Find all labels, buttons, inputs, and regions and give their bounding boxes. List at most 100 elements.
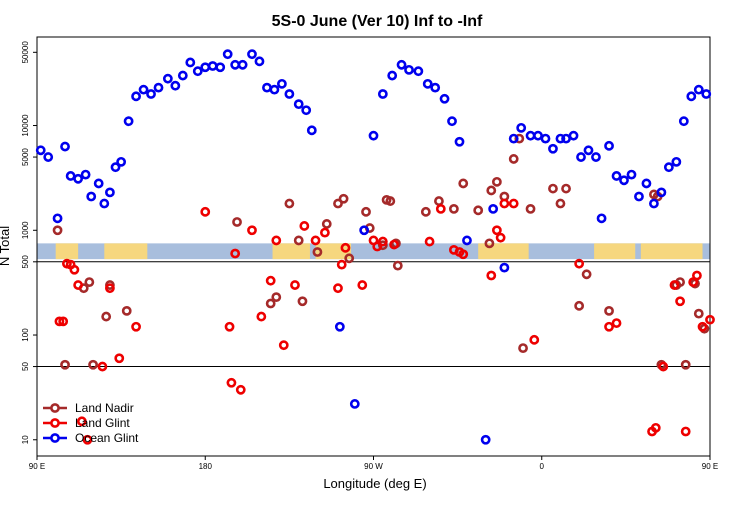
data-point	[548, 183, 558, 194]
y-tick-label: 500	[21, 255, 30, 269]
data-point	[488, 203, 499, 214]
data-point	[697, 321, 708, 332]
data-point	[200, 62, 211, 73]
data-point	[649, 198, 659, 209]
data-point	[675, 296, 685, 307]
data-point	[705, 314, 715, 325]
data-point	[499, 198, 510, 209]
data-point	[434, 196, 444, 206]
data-point	[508, 133, 519, 144]
data-point	[256, 311, 267, 322]
data-point	[262, 82, 272, 93]
map-land-mass	[594, 243, 636, 260]
data-point	[297, 296, 308, 307]
data-point	[650, 422, 661, 433]
y-tick-label: 50000	[21, 41, 30, 64]
data-point	[604, 140, 614, 151]
data-point	[99, 198, 110, 209]
data-point	[192, 66, 203, 77]
legend-label: Land Nadir	[75, 401, 134, 415]
data-point	[604, 321, 614, 332]
data-point	[555, 133, 566, 144]
data-point	[491, 176, 502, 187]
y-tick-label: 10	[21, 435, 30, 444]
data-point	[52, 225, 63, 236]
data-point	[480, 434, 491, 445]
data-point	[701, 89, 712, 99]
data-point	[634, 191, 644, 202]
data-point	[495, 232, 506, 243]
map-strip	[37, 243, 710, 260]
data-point	[561, 133, 571, 144]
data-point	[486, 270, 497, 281]
map-ocean-band	[37, 243, 710, 260]
data-point	[271, 235, 282, 246]
data-point	[525, 130, 536, 141]
data-point	[254, 56, 265, 67]
data-point	[619, 175, 629, 186]
x-tick-label: 0	[540, 462, 545, 471]
data-point	[60, 141, 70, 152]
data-point	[574, 300, 585, 311]
legend-marker	[50, 403, 60, 413]
data-point	[170, 80, 181, 91]
data-point	[420, 206, 431, 217]
data-point	[486, 185, 497, 196]
legend-label: Land Glint	[75, 416, 130, 430]
data-point	[215, 62, 226, 73]
data-point	[574, 258, 585, 269]
data-point	[247, 225, 257, 236]
data-point	[372, 241, 383, 252]
data-point	[641, 178, 652, 189]
data-point	[333, 283, 343, 294]
data-point	[389, 239, 399, 250]
data-point	[230, 59, 241, 70]
data-point	[568, 130, 579, 141]
data-point	[80, 169, 91, 180]
y-tick-label: 10000	[21, 114, 30, 137]
data-point	[338, 193, 349, 204]
data-point	[611, 318, 622, 328]
data-point	[333, 198, 343, 209]
data-point	[301, 105, 312, 116]
data-point	[484, 238, 495, 249]
data-point	[293, 99, 304, 110]
data-point	[529, 334, 540, 345]
data-point	[69, 264, 80, 275]
data-point	[377, 89, 388, 99]
data-point	[123, 116, 134, 127]
data-point	[93, 178, 104, 189]
data-point	[516, 122, 527, 133]
data-point	[658, 361, 669, 372]
data-point	[368, 130, 379, 141]
data-point	[138, 84, 149, 95]
data-point	[290, 280, 300, 290]
data-point	[306, 125, 317, 136]
data-point	[336, 259, 347, 270]
data-point	[561, 183, 571, 194]
data-point	[626, 169, 637, 180]
data-point	[357, 280, 368, 290]
data-point	[499, 262, 510, 273]
data-point	[232, 217, 242, 227]
data-point	[447, 116, 457, 127]
map-land-mass	[104, 243, 148, 260]
data-point	[458, 178, 469, 189]
data-point	[269, 84, 280, 95]
x-axis: 90 E 180 90 W 0 90 E	[29, 456, 718, 471]
data-point	[334, 321, 345, 332]
data-point	[185, 57, 196, 68]
data-point	[73, 280, 84, 290]
data-point	[224, 321, 235, 332]
data-point	[88, 359, 98, 370]
data-point	[86, 191, 97, 202]
data-point	[525, 203, 536, 214]
y-tick-label: 1000	[21, 221, 30, 239]
data-point	[293, 235, 304, 246]
data-point	[321, 219, 332, 229]
data-point	[611, 171, 622, 181]
data-point	[312, 247, 323, 257]
data-point	[284, 89, 295, 99]
data-point	[60, 359, 70, 370]
data-point	[247, 49, 257, 60]
